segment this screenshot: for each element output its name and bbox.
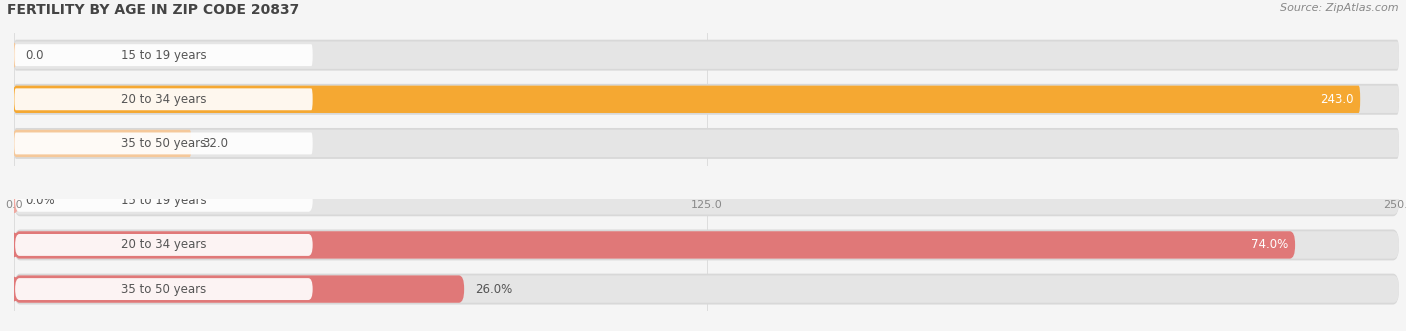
Text: 32.0: 32.0 — [202, 137, 228, 150]
FancyBboxPatch shape — [14, 229, 1399, 260]
FancyBboxPatch shape — [14, 132, 312, 154]
FancyBboxPatch shape — [14, 86, 1399, 113]
FancyBboxPatch shape — [14, 44, 312, 66]
Circle shape — [13, 132, 15, 155]
FancyBboxPatch shape — [14, 86, 1360, 113]
FancyBboxPatch shape — [15, 190, 312, 212]
Text: 15 to 19 years: 15 to 19 years — [121, 49, 207, 62]
Text: Source: ZipAtlas.com: Source: ZipAtlas.com — [1281, 3, 1399, 13]
FancyBboxPatch shape — [14, 128, 1399, 159]
Text: 35 to 50 years: 35 to 50 years — [121, 283, 207, 296]
FancyBboxPatch shape — [14, 84, 1399, 115]
Text: 0.0: 0.0 — [25, 49, 44, 62]
Text: 20 to 34 years: 20 to 34 years — [121, 238, 207, 252]
FancyBboxPatch shape — [14, 185, 1399, 216]
Circle shape — [13, 88, 15, 111]
FancyBboxPatch shape — [14, 130, 191, 157]
FancyBboxPatch shape — [14, 275, 1399, 303]
Text: 74.0%: 74.0% — [1251, 238, 1288, 252]
Circle shape — [13, 44, 15, 67]
Text: 20 to 34 years: 20 to 34 years — [121, 93, 207, 106]
Text: FERTILITY BY AGE IN ZIP CODE 20837: FERTILITY BY AGE IN ZIP CODE 20837 — [7, 3, 299, 17]
Circle shape — [10, 277, 18, 301]
Circle shape — [10, 189, 18, 213]
Text: 26.0%: 26.0% — [475, 283, 512, 296]
FancyBboxPatch shape — [14, 88, 312, 110]
FancyBboxPatch shape — [14, 231, 1295, 259]
Text: 35 to 50 years: 35 to 50 years — [121, 137, 207, 150]
FancyBboxPatch shape — [15, 234, 312, 256]
Text: 243.0: 243.0 — [1320, 93, 1353, 106]
FancyBboxPatch shape — [14, 275, 464, 303]
FancyBboxPatch shape — [14, 130, 1399, 157]
Circle shape — [10, 233, 18, 257]
FancyBboxPatch shape — [14, 40, 1399, 71]
Text: 0.0%: 0.0% — [25, 194, 55, 207]
FancyBboxPatch shape — [14, 274, 1399, 305]
FancyBboxPatch shape — [15, 278, 312, 300]
Text: 15 to 19 years: 15 to 19 years — [121, 194, 207, 207]
FancyBboxPatch shape — [14, 41, 1399, 69]
FancyBboxPatch shape — [14, 187, 1399, 214]
FancyBboxPatch shape — [14, 231, 1399, 259]
